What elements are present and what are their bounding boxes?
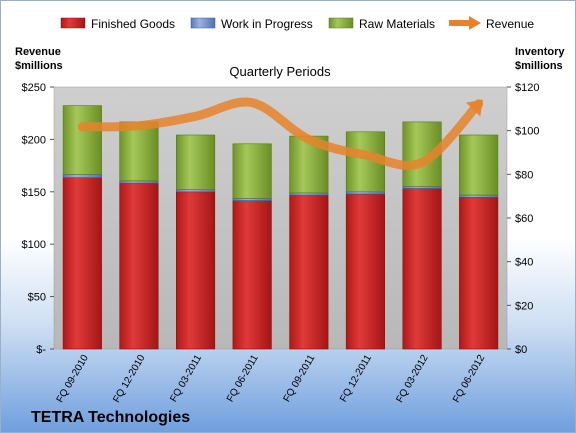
legend-label-work-in-progress: Work in Progress: [221, 17, 313, 31]
legend: Finished Goods Work in Progress Raw Mate…: [60, 16, 534, 31]
legend-swatch-work-in-progress: [190, 17, 216, 29]
bar-finished-goods: [232, 200, 272, 350]
x-tick-label: FQ 09-2011: [282, 353, 318, 404]
bar-work-in-progress: [119, 180, 159, 184]
revenue-line: [77, 97, 484, 170]
right-tick-label: $80: [515, 169, 533, 181]
bar-work-in-progress: [62, 174, 102, 178]
bar-raw-materials: [176, 134, 216, 190]
x-tick-label: FQ 06-2011: [225, 353, 261, 404]
bar-finished-goods: [119, 182, 159, 350]
x-tick-label: FQ 09-2010: [55, 353, 91, 405]
bar-work-in-progress: [176, 189, 216, 193]
bar-finished-goods: [459, 197, 499, 350]
bar-work-in-progress: [459, 194, 499, 198]
y-right-title-line2: $millions: [515, 60, 563, 72]
company-name: TETRA Technologies: [31, 409, 190, 426]
revenue-line-layer: [77, 97, 484, 170]
left-tick-label: $100: [22, 239, 46, 251]
right-tick-label: $60: [515, 213, 533, 225]
bar-raw-materials: [62, 105, 102, 175]
left-tick-label: $200: [22, 134, 46, 146]
bar-raw-materials: [119, 121, 159, 182]
bar-raw-materials: [232, 143, 272, 199]
bar-raw-materials: [459, 134, 499, 196]
left-tick-label: $-: [36, 344, 46, 356]
plot-subtitle: Quarterly Periods: [229, 64, 331, 79]
legend-swatch-finished-goods: [60, 17, 86, 29]
x-tick-label: FQ 03-2011: [168, 353, 204, 404]
bar-work-in-progress: [402, 186, 442, 189]
revenue-line-arrowhead: [465, 99, 483, 117]
right-tick-label: $120: [515, 82, 539, 94]
bar-finished-goods: [402, 188, 442, 350]
bar-work-in-progress: [289, 192, 329, 196]
bars-layer: [62, 105, 499, 350]
x-tick-label: FQ 03-2012: [394, 353, 430, 405]
legend-swatch-raw-materials: [328, 17, 354, 29]
bar-finished-goods: [176, 191, 216, 350]
y-left-title-line1: Revenue: [15, 46, 61, 58]
x-tick-label: FQ 06-2012: [451, 353, 487, 405]
left-tick-label: $150: [22, 187, 46, 199]
y-left-title-line2: $millions: [15, 60, 63, 72]
bar-work-in-progress: [345, 191, 386, 195]
left-tick-label: $50: [28, 292, 46, 304]
left-tick-label: $250: [22, 82, 46, 94]
legend-label-raw-materials: Raw Materials: [359, 17, 435, 31]
bar-finished-goods: [62, 177, 102, 350]
bar-work-in-progress: [232, 198, 272, 201]
x-tick-label: FQ 12-2010: [111, 353, 147, 405]
right-tick-label: $0: [515, 344, 527, 356]
right-tick-label: $40: [515, 257, 533, 269]
right-tick-label: $100: [515, 126, 539, 138]
right-tick-label: $20: [515, 300, 533, 312]
x-tick-label: FQ 12-2011: [338, 353, 374, 404]
x-axis: FQ 09-2010 FQ 12-2010 FQ 03-2011 FQ 06-2011…: [55, 353, 488, 405]
left-axis: $- $50 $100 $150 $200 $250: [22, 82, 54, 356]
bar-finished-goods: [345, 193, 386, 350]
legend-swatch-revenue: [449, 16, 481, 30]
y-right-title-line1: Inventory: [515, 46, 565, 58]
bar-raw-materials: [402, 121, 442, 187]
legend-label-revenue: Revenue: [486, 17, 534, 31]
legend-label-finished-goods: Finished Goods: [91, 17, 175, 31]
bar-finished-goods: [289, 194, 329, 350]
right-axis: $0 $20 $40 $60 $80 $100 $120: [507, 82, 539, 356]
